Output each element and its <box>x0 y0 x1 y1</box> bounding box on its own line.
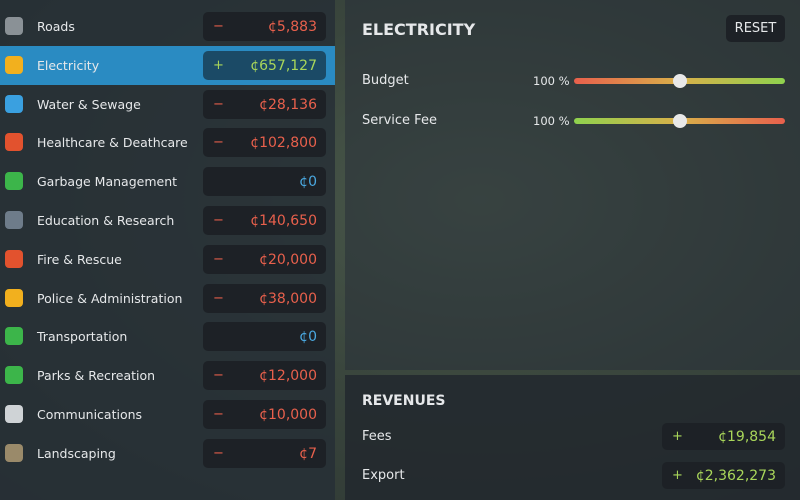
amount-value: ¢5,883 <box>268 19 317 35</box>
slider-knob[interactable] <box>673 114 687 128</box>
service-name: Fire & Rescue <box>37 251 122 267</box>
amount-value: ¢140,650 <box>250 213 317 229</box>
service-name: Parks & Recreation <box>37 368 156 384</box>
service-icon <box>5 327 23 346</box>
slider-knob[interactable] <box>673 74 687 88</box>
service-list: Roads − ¢5,883 Electricity + ¢657,127 Water & … <box>0 0 335 500</box>
revenue-label: Export <box>362 468 405 483</box>
amount-value: ¢12,000 <box>259 368 317 385</box>
service-icon <box>5 288 23 307</box>
amount-box: − ¢10,000 <box>203 400 326 429</box>
service-name: Police & Administration <box>37 290 183 306</box>
service-icon <box>5 17 23 35</box>
service-icon <box>5 366 23 385</box>
service-name: Roads <box>37 19 75 34</box>
service-name: Water & Sewage <box>37 96 141 112</box>
service-row[interactable]: Communications − ¢10,000 <box>0 395 335 434</box>
service-name: Landscaping <box>37 445 116 461</box>
amount-box: + ¢657,127 <box>203 50 326 80</box>
amount-value: ¢657,127 <box>250 57 317 74</box>
service-detail: ELECTRICITY RESET Budget 100 % Service Fee… <box>345 0 800 370</box>
service-icon <box>5 249 23 268</box>
service-name: Communications <box>37 407 143 422</box>
service-row[interactable]: Transportation ¢0 <box>0 317 335 356</box>
amount-value: ¢7 <box>299 445 317 462</box>
amount-value: ¢10,000 <box>259 407 317 423</box>
detail-title: ELECTRICITY <box>362 20 476 39</box>
service-row[interactable]: Roads − ¢5,883 <box>0 7 335 46</box>
revenue-sign: + <box>672 429 683 444</box>
amount-value: ¢0 <box>299 329 317 346</box>
service-row[interactable]: Healthcare & Deathcare − ¢102,800 <box>0 123 335 162</box>
service-icon <box>5 211 23 229</box>
slider-value: 100 % <box>533 114 570 128</box>
service-icon <box>5 172 23 191</box>
service-row[interactable]: Garbage Management ¢0 <box>0 162 335 201</box>
revenue-box: + ¢19,854 <box>662 423 785 450</box>
amount-sign: − <box>213 135 224 151</box>
service-row[interactable]: Fire & Rescue − ¢20,000 <box>0 240 335 279</box>
detail-panel: ELECTRICITY RESET Budget 100 % Service Fee… <box>345 0 800 500</box>
amount-value: ¢0 <box>299 174 317 191</box>
amount-sign: − <box>213 368 224 384</box>
amount-box: − ¢140,650 <box>203 206 326 235</box>
amount-value: ¢38,000 <box>259 290 317 307</box>
amount-sign: − <box>213 251 224 267</box>
slider-label: Service Fee <box>362 113 437 128</box>
slider-value: 100 % <box>533 74 570 88</box>
service-name: Healthcare & Deathcare <box>37 135 188 151</box>
amount-value: ¢28,136 <box>259 96 317 113</box>
service-row[interactable]: Parks & Recreation − ¢12,000 <box>0 356 335 395</box>
amount-sign: − <box>213 445 224 461</box>
revenues-panel: REVENUES Fees + ¢19,854 Export + ¢2,362,273 <box>345 375 800 500</box>
service-icon <box>5 443 23 462</box>
amount-box: − ¢20,000 <box>203 244 326 274</box>
amount-sign: − <box>213 19 224 34</box>
revenue-sign: + <box>672 468 683 483</box>
service-name: Garbage Management <box>37 174 178 190</box>
service-row[interactable]: Electricity + ¢657,127 <box>0 45 335 85</box>
revenue-amount: ¢19,854 <box>718 429 776 445</box>
revenue-label: Fees <box>362 429 392 444</box>
service-row[interactable]: Landscaping − ¢7 <box>0 434 335 473</box>
amount-value: ¢102,800 <box>250 135 317 152</box>
service-name: Education & Research <box>37 213 175 228</box>
service-icon <box>5 55 23 74</box>
slider-label: Budget <box>362 73 409 88</box>
amount-box: ¢0 <box>203 167 326 197</box>
service-icon <box>5 405 23 423</box>
amount-box: ¢0 <box>203 322 326 352</box>
service-row[interactable]: Education & Research − ¢140,650 <box>0 201 335 240</box>
reset-button[interactable]: RESET <box>726 15 785 42</box>
amount-box: − ¢38,000 <box>203 283 326 313</box>
revenue-box: + ¢2,362,273 <box>662 462 785 489</box>
service-row[interactable]: Water & Sewage − ¢28,136 <box>0 85 335 124</box>
amount-box: − ¢12,000 <box>203 361 326 391</box>
service-icon <box>5 94 23 113</box>
amount-sign: − <box>213 407 224 422</box>
service-name: Transportation <box>37 329 128 345</box>
service-icon <box>5 133 23 152</box>
amount-sign: − <box>213 213 224 228</box>
amount-sign: + <box>213 57 224 73</box>
amount-sign: − <box>213 96 224 112</box>
amount-box: − ¢102,800 <box>203 128 326 158</box>
amount-box: − ¢7 <box>203 438 326 468</box>
amount-sign: − <box>213 290 224 306</box>
amount-value: ¢20,000 <box>259 251 317 268</box>
amount-box: − ¢5,883 <box>203 12 326 41</box>
revenue-amount: ¢2,362,273 <box>695 468 776 484</box>
amount-box: − ¢28,136 <box>203 89 326 119</box>
service-name: Electricity <box>37 57 100 73</box>
service-row[interactable]: Police & Administration − ¢38,000 <box>0 279 335 318</box>
revenues-title: REVENUES <box>362 393 446 409</box>
